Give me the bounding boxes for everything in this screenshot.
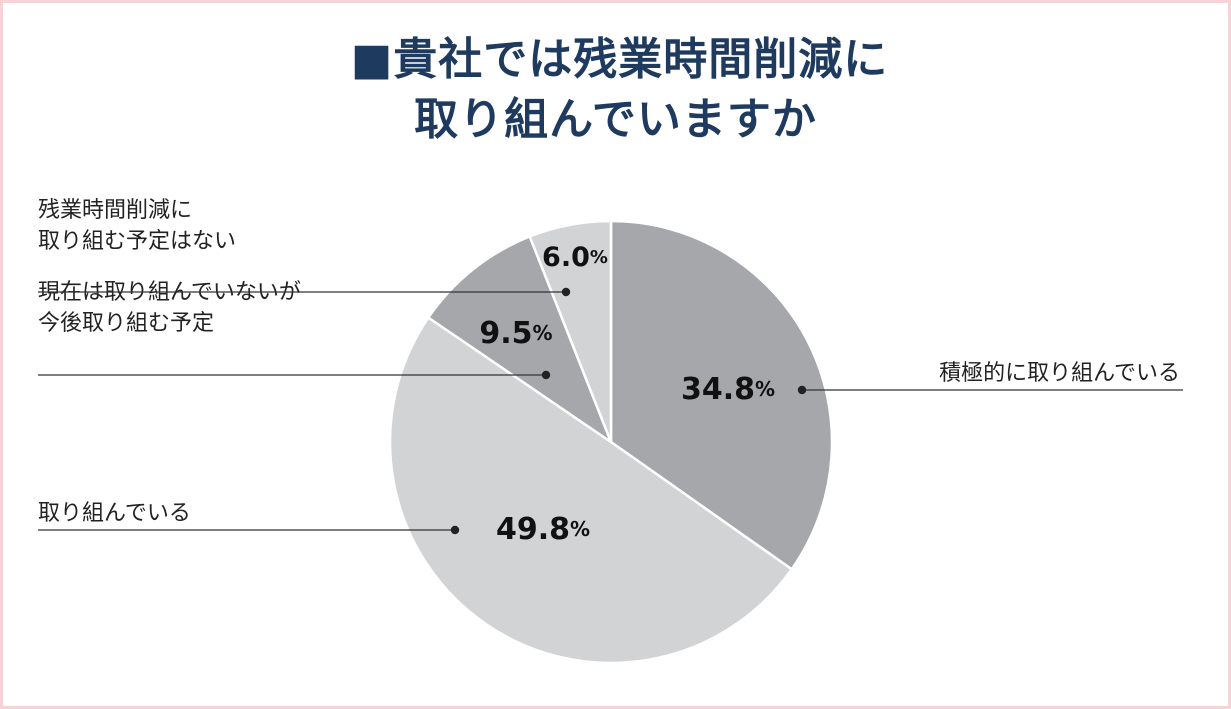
pie-slice-4 [528, 219, 613, 444]
slice-label-3: 現在は取り組んでいないが今後取り組む予定 [38, 280, 301, 336]
pie-slice-2 [388, 316, 793, 665]
pie-slice-3 [427, 235, 613, 444]
chart-title-line1: ■貴社では残業時間削減に [350, 34, 889, 85]
slice-value-1: 34.8% [681, 372, 775, 407]
callout-dot-1 [797, 385, 807, 395]
slice-label-2: 取り組んでいる [38, 501, 191, 526]
slice-value-4: 6.0% [542, 242, 608, 273]
chart-title: ■貴社では残業時間削減に 取り組んでいますか [0, 30, 1231, 150]
callout-dot-4 [561, 287, 571, 297]
callout-dot-2 [450, 525, 460, 535]
pie-slice-1 [609, 219, 834, 571]
slice-value-2: 49.8% [496, 512, 590, 547]
slice-label-4: 残業時間削減に取り組む予定はない [38, 198, 236, 254]
callout-dot-3 [541, 370, 551, 380]
slice-label-1: 積極的に取り組んでいる [939, 361, 1180, 386]
slice-value-3: 9.5% [479, 316, 552, 351]
chart-title-line2: 取り組んでいますか [414, 94, 817, 145]
